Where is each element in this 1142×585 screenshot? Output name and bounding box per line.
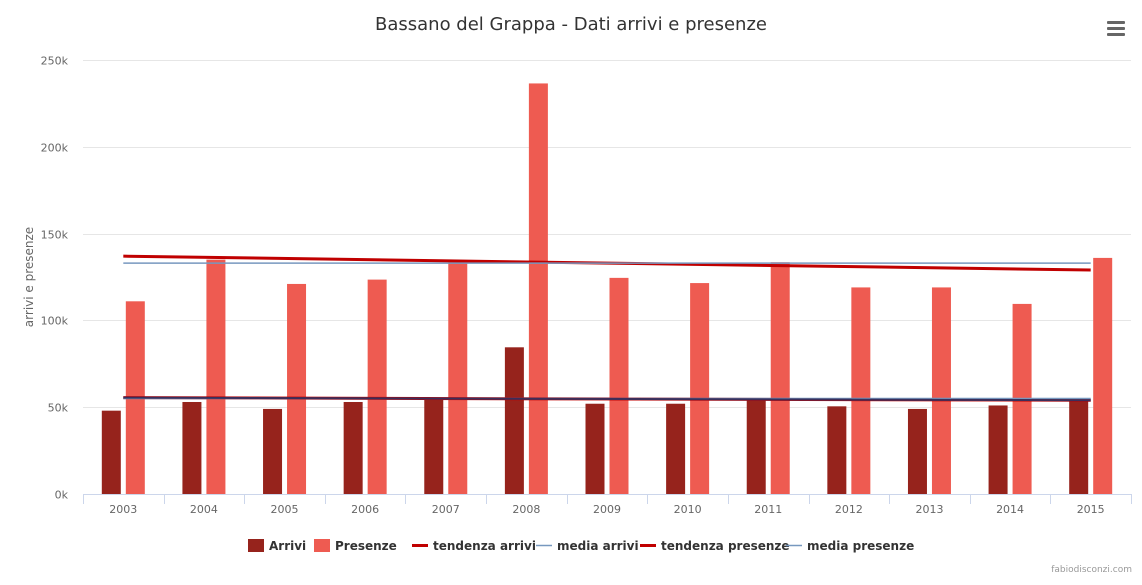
bar-presenze (1093, 257, 1113, 494)
y-tick-label: 50k (48, 402, 69, 415)
x-tick-label: 2005 (271, 503, 299, 516)
bar-arrivi (666, 403, 686, 494)
bar-presenze (448, 261, 468, 494)
bar-presenze (851, 287, 871, 494)
menu-bar (1107, 27, 1125, 30)
line-layer (123, 254, 1091, 402)
x-tick-label: 2003 (109, 503, 137, 516)
y-axis-title: arrivi e presenze (22, 227, 36, 327)
chart-title: Bassano del Grappa - Dati arrivi e prese… (375, 14, 767, 35)
x-tick-label: 2014 (996, 503, 1024, 516)
y-tick-label: 200k (41, 142, 69, 155)
x-tick-label: 2012 (835, 503, 863, 516)
bar-arrivi (101, 410, 121, 494)
bar-presenze (609, 277, 629, 494)
x-tick-label: 2007 (432, 503, 460, 516)
x-tick-label: 2008 (512, 503, 540, 516)
bar-presenze (770, 262, 790, 494)
bar-arrivi (424, 398, 444, 494)
legend: Arrivi Presenze tendenza arrivi media arriv… (248, 539, 914, 553)
bar-presenze (690, 283, 710, 494)
x-tick-label: 2013 (915, 503, 943, 516)
bar-arrivi (182, 401, 202, 494)
x-tick-label: 2009 (593, 503, 621, 516)
bar-arrivi (585, 403, 605, 494)
menu-bar (1107, 21, 1125, 24)
bar-arrivi (263, 408, 283, 494)
y-tick-label: 250k (41, 55, 69, 68)
bar-presenze (528, 83, 548, 494)
axis-layer: 0k 50k 100k 150k 200k 250k arrivi e presenze 20… (22, 55, 1132, 516)
bar-arrivi (827, 406, 847, 494)
bar-arrivi (988, 405, 1008, 494)
bar-arrivi (504, 347, 524, 494)
y-tick-label: 150k (41, 229, 69, 242)
line-tendenza-arrivi-overlay (123, 396, 1091, 402)
credits-link[interactable]: fabiodisconzi.com (1051, 565, 1132, 575)
bar-arrivi (907, 408, 927, 494)
legend-label-tendenza-presenze: tendenza presenze (661, 539, 790, 553)
bar-presenze (367, 279, 387, 494)
bar-presenze (287, 283, 307, 494)
grid-layer (83, 60, 1131, 495)
menu-bar (1107, 33, 1125, 36)
x-tick-label: 2015 (1077, 503, 1105, 516)
y-tick-label: 100k (41, 315, 69, 328)
y-tick-label: 0k (55, 489, 69, 502)
x-tick-label: 2011 (754, 503, 782, 516)
bar-layer (101, 83, 1113, 494)
legend-label-arrivi: Arrivi (269, 539, 306, 553)
bar-presenze (931, 287, 951, 494)
hamburger-menu-icon[interactable] (1107, 21, 1125, 37)
x-tick-label: 2006 (351, 503, 379, 516)
x-tick-label: 2004 (190, 503, 218, 516)
bar-presenze (206, 259, 226, 494)
x-tick-label: 2010 (674, 503, 702, 516)
legend-label-media-presenze: media presenze (807, 539, 914, 553)
bar-arrivi (746, 398, 766, 494)
legend-label-tendenza-arrivi: tendenza arrivi (433, 539, 536, 553)
bar-arrivi (343, 401, 363, 494)
legend-label-presenze: Presenze (335, 539, 397, 553)
legend-label-media-arrivi: media arrivi (557, 539, 639, 553)
bar-arrivi (1069, 398, 1089, 494)
legend-symbol-presenze (314, 539, 330, 552)
legend-symbol-arrivi (248, 539, 264, 552)
